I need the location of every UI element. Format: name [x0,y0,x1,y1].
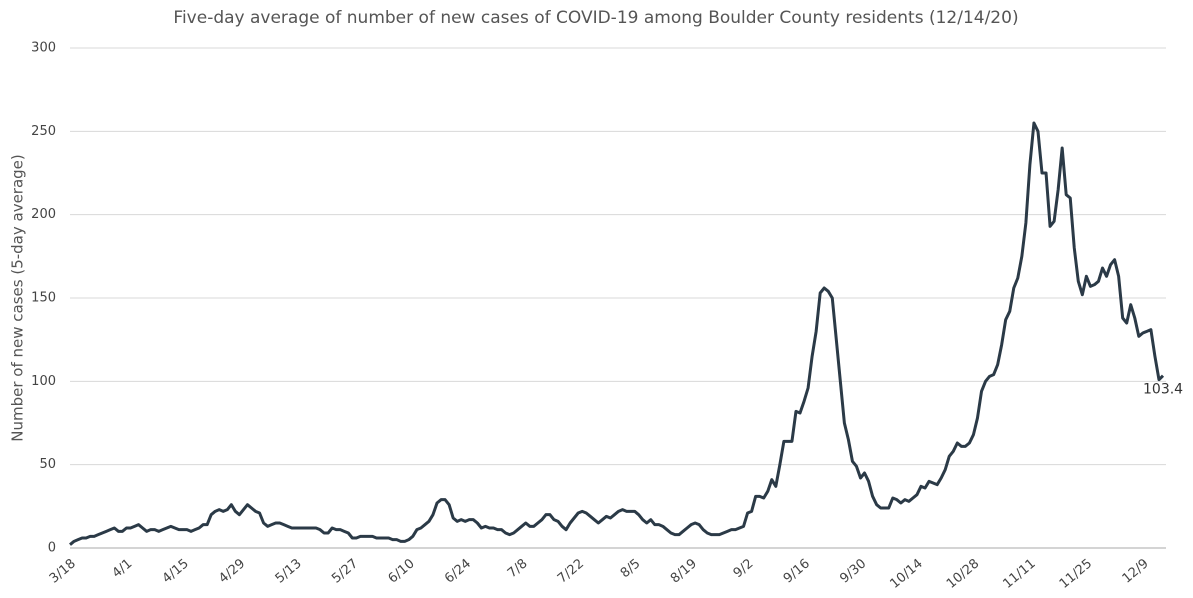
x-tick-label: 10/14 [887,556,925,592]
y-tick-label: 300 [31,41,56,56]
x-tick-label: 12/9 [1120,556,1152,586]
y-tick-label: 200 [31,207,56,222]
chart-title: Five-day average of number of new cases … [173,8,1018,28]
x-tick-label: 5/13 [273,556,305,586]
y-tick-label: 250 [31,124,56,139]
line [69,121,1165,546]
x-tick-label: 4/1 [110,556,136,581]
x-tick-label: 7/8 [505,556,531,581]
x-tick-label: 7/22 [555,556,587,586]
x-tick-label: 9/16 [781,556,813,586]
x-tick-label: 5/27 [329,556,361,586]
x-tick-label: 8/5 [618,556,644,581]
x-tick-label: 11/11 [1000,556,1038,592]
y-axis-label: Number of new cases (5-day average) [9,154,27,442]
x-tick-label: 9/2 [731,556,757,581]
y-tick-label: 50 [39,457,56,472]
y-tick-label: 150 [31,291,56,306]
x-tick-label: 8/19 [668,556,700,586]
x-tick-label: 6/24 [442,556,474,586]
x-tick-label: 4/29 [216,556,248,586]
x-tick-label: 9/30 [837,556,869,586]
x-tick-label: 4/15 [160,556,192,586]
x-tick-label: 6/10 [386,556,418,586]
x-tick-label: 10/28 [944,556,982,592]
y-tick-label: 0 [48,541,56,556]
x-tick-label: 3/18 [47,556,79,586]
y-tick-label: 100 [31,374,56,389]
x-tick-label: 11/25 [1057,556,1095,592]
data-label: 103.4 [1143,382,1183,398]
